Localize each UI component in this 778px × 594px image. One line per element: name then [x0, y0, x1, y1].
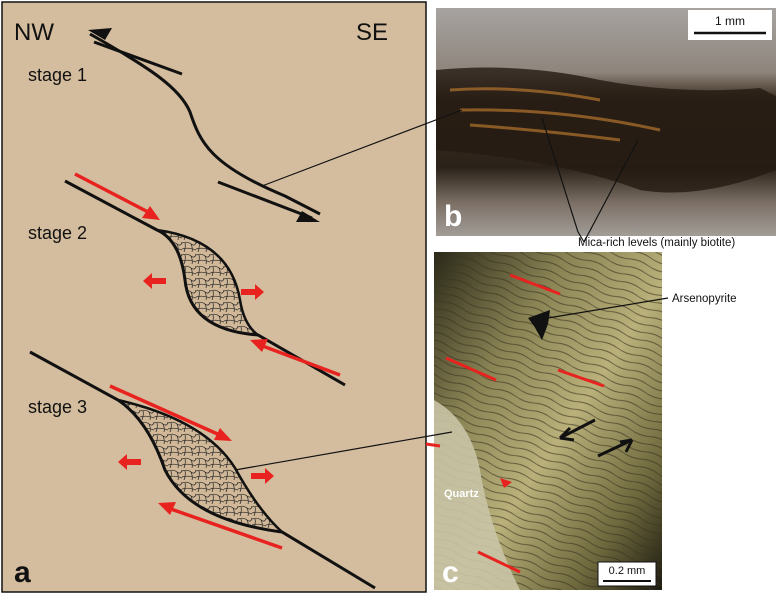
panel-b-scale-label: 1 mm [715, 14, 745, 28]
connector-mica-3 [583, 139, 639, 243]
label-nw: NW [14, 19, 54, 46]
stage-1-arrow-head-right [296, 211, 320, 222]
panel-a: NW SE stage 1 stage 2 stage 3 [1, 1, 427, 593]
panel-b-letter: b [444, 200, 462, 233]
panel-c-scale-label: 0.2 mm [609, 565, 646, 577]
stage-1-fault [89, 32, 321, 220]
panel-b: 1 mm b [436, 8, 776, 236]
panel-c-arsenopyrite-grain [528, 310, 550, 340]
stage-3-fault [29, 350, 376, 590]
label-stage-2: stage 2 [28, 223, 87, 243]
annotation-mica-rich: Mica-rich levels (mainly biotite) [578, 237, 735, 249]
connector-arsenopyrite [547, 297, 669, 319]
panel-c-quartz-region [434, 400, 520, 590]
panel-b-mica-band [436, 67, 776, 193]
label-stage-1: stage 1 [28, 65, 87, 85]
connector-mica-2 [577, 231, 585, 243]
panel-c-letter: c [442, 556, 459, 589]
connector-lines [234, 109, 669, 471]
stage-2-fault [64, 179, 346, 387]
panel-b-brown-streaks [449, 87, 661, 142]
annotation-arsenopyrite: Arsenopyrite [672, 293, 737, 305]
panel-c-black-arrows [558, 418, 634, 458]
stage-2-red-arrows [74, 172, 341, 377]
panel-a-letter: a [14, 556, 31, 589]
panel-c-red-arrows [425, 273, 605, 574]
panel-b-scale-box [688, 10, 772, 40]
panel-c: Quartz 0.2 mm c [425, 252, 662, 590]
connector-stage1-to-b [261, 109, 463, 187]
stage-3-red-arrows [109, 384, 283, 550]
connector-stage3-to-c [234, 431, 453, 471]
label-stage-3: stage 3 [28, 397, 87, 417]
label-se: SE [356, 19, 388, 46]
panel-c-quartz-label: Quartz [444, 488, 479, 500]
connector-mica-1 [541, 117, 579, 233]
stage-1-arrow-head-left [88, 28, 112, 40]
